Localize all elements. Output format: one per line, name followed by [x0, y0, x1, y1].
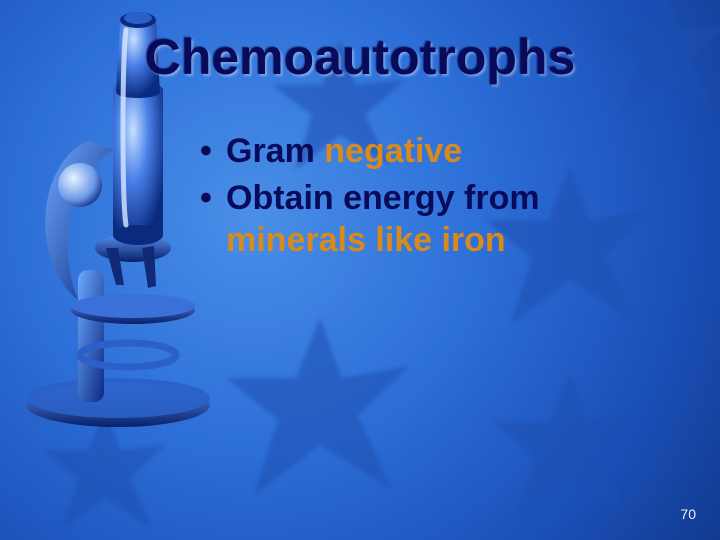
bullet-marker: • — [200, 177, 226, 220]
bullet-item: • Gram negative — [200, 130, 660, 173]
bullet-text-plain: Gram — [226, 132, 324, 170]
page-number: 70 — [680, 506, 696, 522]
bullet-text-accent: negative — [324, 132, 462, 170]
bg-blob — [210, 300, 430, 520]
bg-blob — [480, 360, 660, 540]
bullet-text-accent: minerals like iron — [226, 221, 506, 259]
bullet-marker: • — [200, 130, 226, 173]
bullet-item: • Obtain energy from minerals like iron — [200, 177, 660, 262]
slide-title: Chemoautotrophs — [0, 28, 720, 86]
bullet-list: • Gram negative • Obtain energy from min… — [200, 130, 660, 266]
bullet-text: Gram negative — [226, 130, 660, 173]
bullet-text-plain: Obtain energy from — [226, 179, 540, 217]
bullet-text: Obtain energy from minerals like iron — [226, 177, 660, 262]
slide: Chemoautotrophs • Gram negative • Obtain… — [0, 0, 720, 540]
